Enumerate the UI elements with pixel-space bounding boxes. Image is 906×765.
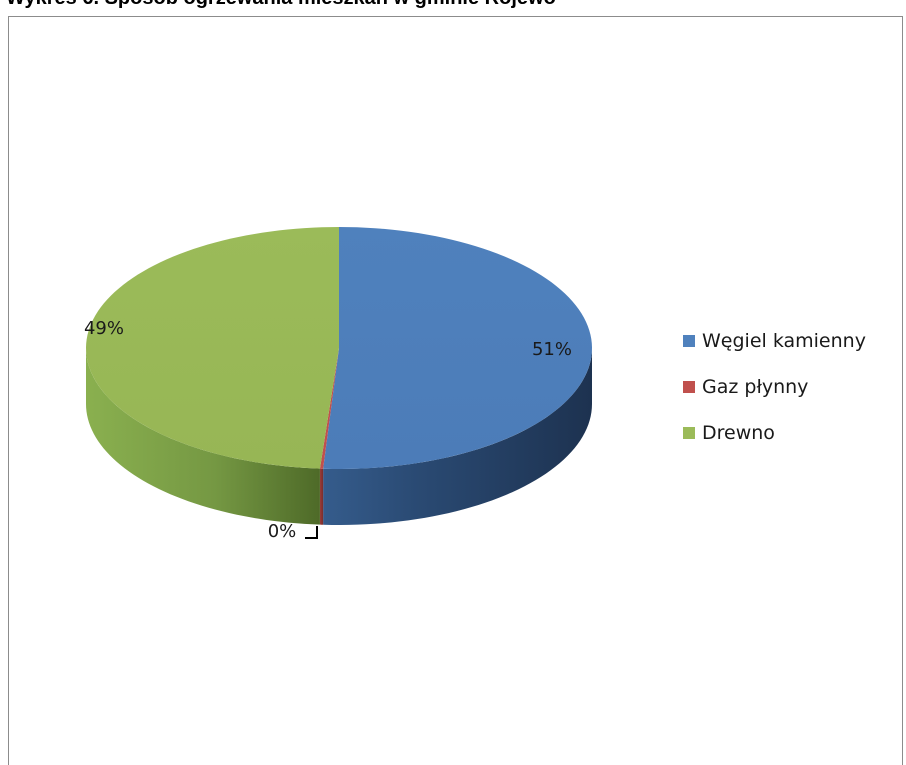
figure-caption: Wykres 6. Sposób ogrzewania mieszkań w g… [6,0,556,10]
slice-drewno [86,227,339,469]
legend-label-gaz-plynny: Gaz płynny [702,376,809,398]
chart-legend: Węgiel kamienny Gaz płynny Drewno [683,329,866,467]
slice-gaz-plynny [319,348,339,469]
slice-wegiel-kamienny [323,227,592,469]
legend-item-drewno: Drewno [683,421,866,445]
data-label-gaz-plynny: 0% [268,521,297,542]
pie-tops [86,227,592,469]
data-label-wegiel-kamienny: 51% [532,339,572,360]
legend-item-wegiel-kamienny: Węgiel kamienny [683,329,866,353]
legend-swatch-wegiel-kamienny [683,335,695,347]
legend-label-drewno: Drewno [702,422,775,444]
data-label-drewno: 49% [84,318,124,339]
pie-sides [86,348,592,525]
slice-side-gaz-plynny [319,468,324,525]
slice-side-wegiel-kamienny [323,348,592,525]
legend-label-wegiel-kamienny: Węgiel kamienny [702,330,866,352]
leader-line-gaz-plynny [305,526,318,539]
legend-swatch-drewno [683,427,695,439]
pie-labels: 51% 0% 49% [84,318,572,542]
slice-side-drewno [86,348,320,525]
legend-swatch-gaz-plynny [683,381,695,393]
legend-item-gaz-plynny: Gaz płynny [683,375,866,399]
